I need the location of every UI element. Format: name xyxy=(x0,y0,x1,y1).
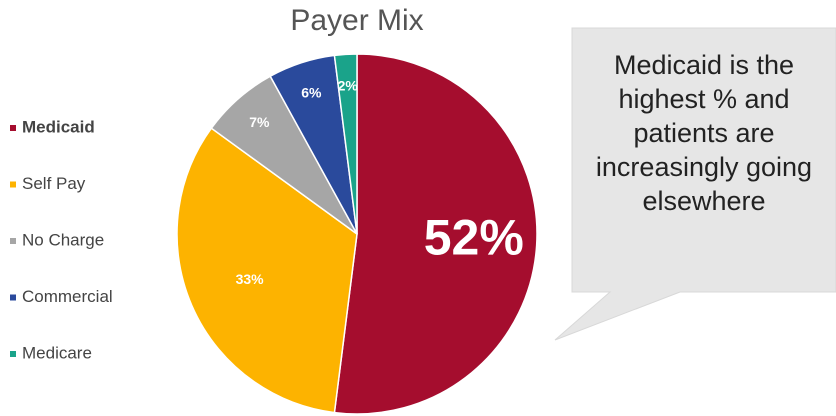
legend-swatch xyxy=(10,238,16,244)
legend-swatch xyxy=(10,125,16,131)
data-label: 33% xyxy=(236,271,265,287)
legend-swatch xyxy=(10,181,16,188)
legend-swatch xyxy=(10,351,16,357)
data-label: 2% xyxy=(338,77,359,93)
pie-slice xyxy=(176,127,358,414)
data-label: 6% xyxy=(301,84,322,100)
chart-title: Payer Mix xyxy=(290,4,423,37)
legend-label: Medicare xyxy=(22,343,92,362)
legend-label: No Charge xyxy=(22,230,104,249)
data-label: 7% xyxy=(249,114,270,130)
data-label: 52% xyxy=(424,210,524,266)
legend-swatch xyxy=(10,294,16,301)
legend-label: Self Pay xyxy=(22,174,86,193)
legend-label: Commercial xyxy=(22,287,113,306)
legend-label: Medicaid xyxy=(22,117,95,136)
callout-text: Medicaid is the highest % and patients a… xyxy=(595,50,813,216)
callout-box xyxy=(554,27,836,341)
pie-slice xyxy=(333,53,358,235)
pie-slice xyxy=(333,53,538,415)
